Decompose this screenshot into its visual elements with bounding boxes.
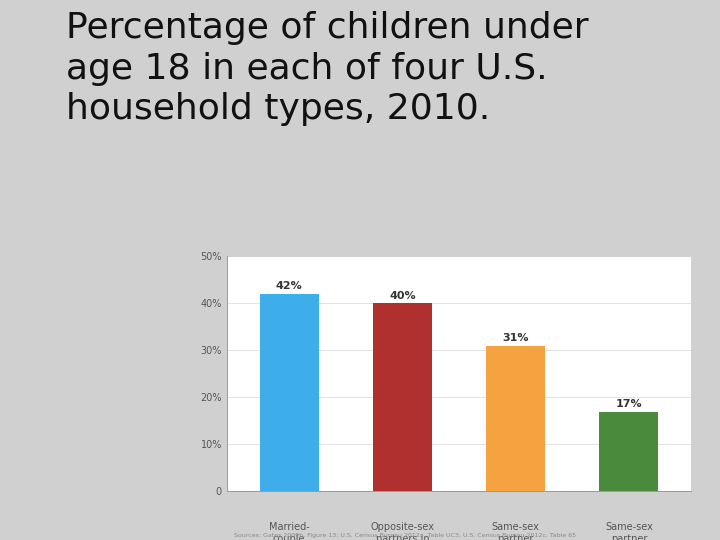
- Text: Same-sex
partner
households,
spouse
identified: Same-sex partner households, spouse iden…: [486, 522, 545, 540]
- Bar: [486, 346, 545, 491]
- Bar: [260, 294, 318, 491]
- Bar: [373, 303, 432, 491]
- Text: 40%: 40%: [389, 291, 415, 301]
- Text: Same-sex
partner
households,
not spouse
identified: Same-sex partner households, not spouse …: [600, 522, 658, 540]
- Text: Opposite-sex
partners in
unmarried-
couple
(cohabiting)
households: Opposite-sex partners in unmarried- coup…: [370, 522, 434, 540]
- Bar: [600, 411, 658, 491]
- Text: Married-
couple
households: Married- couple households: [261, 522, 317, 540]
- Text: 42%: 42%: [276, 281, 302, 291]
- Text: Sources: Gates 2009b, Figure 13; U.S. Census Bureau 2012a, Table UC3; U.S. Censu: Sources: Gates 2009b, Figure 13; U.S. Ce…: [234, 534, 576, 538]
- Text: 17%: 17%: [616, 399, 642, 409]
- Text: 31%: 31%: [503, 333, 529, 343]
- Text: Percentage of children under
age 18 in each of four U.S.
household types, 2010.: Percentage of children under age 18 in e…: [66, 11, 589, 126]
